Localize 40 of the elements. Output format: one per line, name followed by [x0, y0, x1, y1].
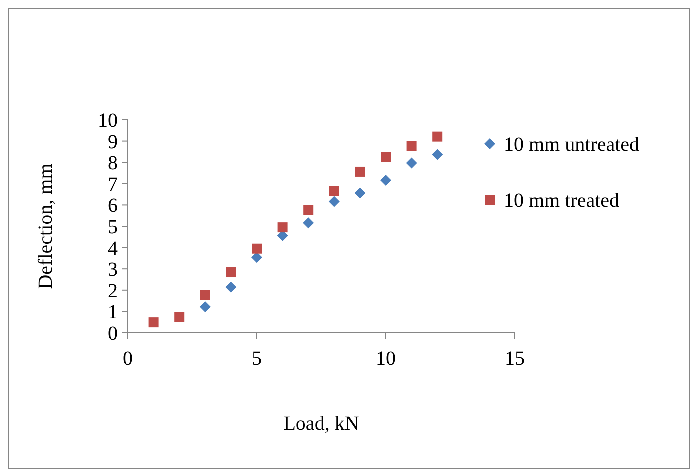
x-tick-label: 10 — [376, 348, 396, 370]
point — [200, 302, 211, 313]
point — [304, 205, 314, 216]
point — [406, 158, 418, 169]
point — [303, 218, 314, 229]
point — [380, 174, 392, 186]
legend-label: 10 mm treated — [504, 190, 620, 212]
point — [200, 290, 210, 300]
legend-label: 10 mm untreated — [504, 134, 640, 156]
y-tick-label: 1 — [108, 302, 118, 324]
point — [174, 312, 185, 322]
y-tick-label: 7 — [108, 174, 118, 196]
point — [148, 318, 159, 328]
y-tick-label: 2 — [108, 280, 118, 302]
x-tick-label: 15 — [505, 348, 525, 370]
point — [406, 141, 417, 152]
y-tick-label: 8 — [108, 152, 118, 175]
point — [381, 152, 391, 162]
y-tick-label: 3 — [108, 259, 118, 282]
y-tick-label: 4 — [108, 238, 118, 260]
point — [226, 268, 236, 278]
point — [329, 186, 340, 196]
point — [252, 252, 262, 264]
y-tick-label: 0 — [108, 323, 118, 345]
x-axis-title: Load, kN — [284, 413, 360, 435]
x-tick-label: 0 — [123, 348, 133, 370]
point — [354, 188, 366, 199]
y-axis-title: Deflection, mm — [35, 163, 57, 290]
point — [432, 132, 443, 142]
point — [252, 244, 262, 254]
point — [355, 166, 366, 177]
point — [432, 149, 444, 160]
x-tick-label: 5 — [252, 348, 262, 370]
y-tick-label: 10 — [98, 110, 118, 132]
y-tick-label: 9 — [108, 131, 118, 154]
point — [226, 282, 237, 293]
point — [328, 196, 340, 208]
point — [278, 222, 288, 233]
y-tick-label: 6 — [108, 195, 118, 218]
y-tick-label: 5 — [108, 216, 118, 238]
